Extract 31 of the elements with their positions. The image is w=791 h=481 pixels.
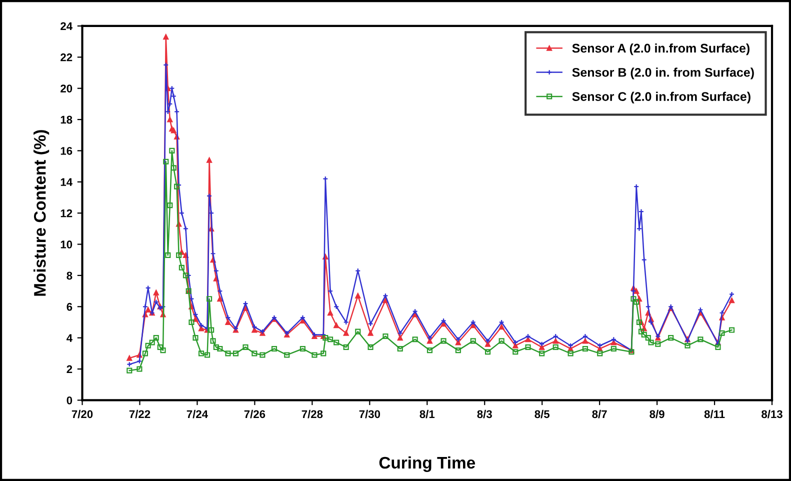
y-axis-title: Moisture Content (%) (34, 130, 50, 296)
y-tick-label: 2 (66, 365, 72, 374)
y-tick-label: 8 (66, 272, 72, 280)
x-tick-label: 7/24 (186, 410, 208, 418)
y-tick-label: 14 (60, 178, 72, 186)
x-tick-label: 8/3 (477, 410, 492, 418)
y-tick-label: 12 (60, 209, 72, 218)
x-tick-label: 8/9 (650, 410, 664, 418)
x-tick-label: 8/7 (592, 410, 607, 418)
y-tick-label: 6 (66, 302, 72, 311)
x-tick-label: 8/5 (534, 410, 550, 418)
y-tick-label: 0 (66, 396, 72, 404)
legend-label: Sensor B (2.0 in. from Surface) (572, 68, 754, 80)
x-tick-label: 7/26 (244, 410, 266, 418)
x-tick-label: 8/1 (420, 410, 435, 418)
x-tick-label: 8/11 (704, 410, 725, 418)
y-tick-label: 24 (60, 22, 72, 30)
legend-label: Sensor C (2.0 in.from Surface) (572, 92, 750, 104)
legend-label: Sensor A (2.0 in.from Surface) (572, 43, 750, 56)
x-tick-label: 7/20 (72, 410, 93, 418)
y-tick-label: 20 (60, 84, 72, 92)
y-tick-label: 10 (60, 240, 72, 248)
x-tick-label: 7/28 (302, 410, 323, 418)
x-tick-label: 8/13 (762, 410, 782, 418)
y-tick-label: 18 (60, 116, 72, 124)
x-tick-label: 7/22 (129, 410, 150, 418)
y-tick-label: 22 (60, 53, 72, 62)
x-axis-title: Curing Time (379, 456, 476, 472)
y-tick-label: 4 (66, 334, 72, 342)
y-tick-label: 16 (60, 146, 72, 155)
x-tick-label: 7/30 (359, 410, 380, 418)
